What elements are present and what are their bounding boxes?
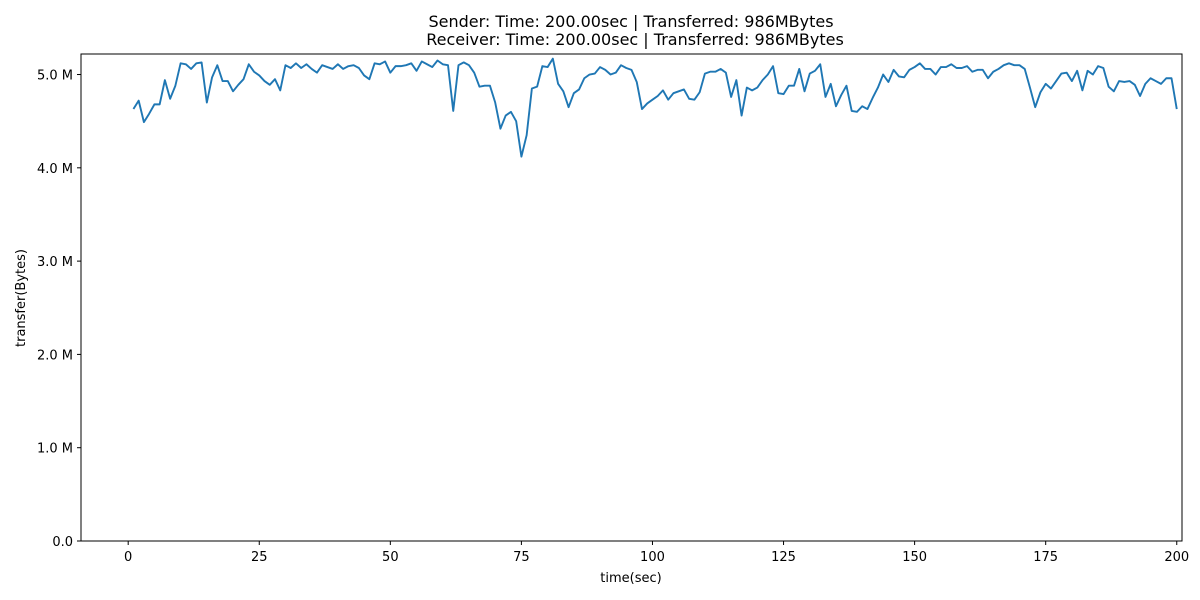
x-tick-label: 100 [640, 550, 665, 565]
y-tick-label: 5.0 M [37, 69, 73, 84]
x-tick-label: 125 [771, 550, 796, 565]
x-axis-label: time(sec) [600, 571, 661, 586]
y-axis-label: transfer(Bytes) [14, 249, 29, 347]
x-tick-label: 50 [382, 550, 399, 565]
plot-area: 0 25 50 75 100 125 150 175 200 0.0 1.0 M 2.0 M 3.0 M… [37, 53, 1189, 565]
y-tick-label: 1.0 M [37, 442, 73, 457]
x-tick-label: 0 [124, 550, 132, 565]
chart-title-line2: Receiver: Time: 200.00sec | Transferred:… [426, 30, 844, 49]
y-tick-label: 3.0 M [37, 255, 73, 270]
x-tick-label: 150 [902, 550, 927, 565]
x-tick-label: 25 [251, 550, 268, 565]
data-line-series-0 [132, 57, 1178, 158]
chart-title-line1: Sender: Time: 200.00sec | Transferred: 9… [428, 12, 833, 31]
y-tick-label: 2.0 M [37, 348, 73, 363]
y-tick-label: 4.0 M [37, 162, 73, 177]
plot-frame [80, 53, 1183, 542]
x-tick-label: 175 [1033, 550, 1058, 565]
y-tick-label: 0.0 [52, 535, 73, 550]
x-tick-label: 75 [513, 550, 530, 565]
x-tick-label: 200 [1164, 550, 1189, 565]
